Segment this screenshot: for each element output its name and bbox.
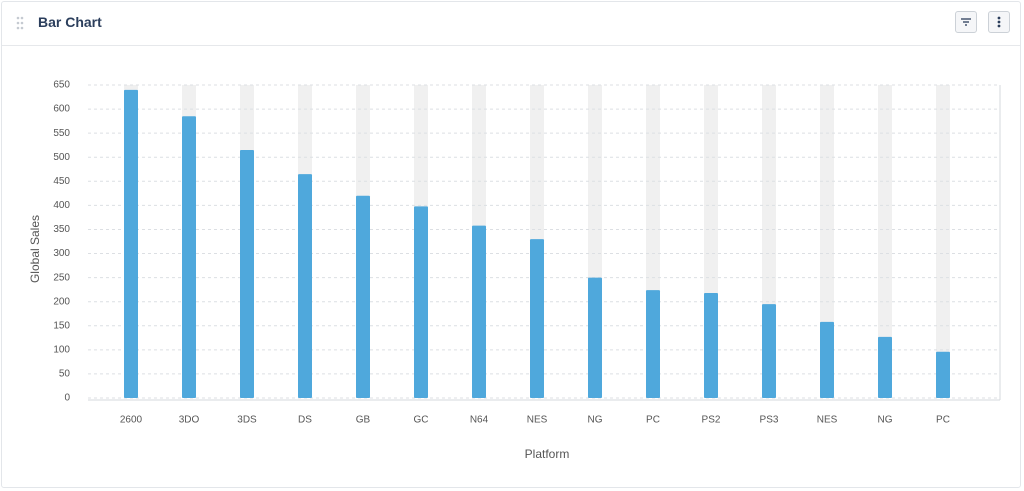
y-tick-label: 200 bbox=[53, 296, 70, 307]
x-tick-label: PS2 bbox=[702, 415, 721, 426]
y-tick-label: 250 bbox=[53, 272, 70, 283]
bar bbox=[820, 321, 834, 398]
x-tick-label: NG bbox=[878, 415, 893, 426]
y-tick-label: 450 bbox=[53, 176, 70, 187]
y-tick-label: 100 bbox=[53, 344, 70, 355]
y-tick-label: 50 bbox=[59, 369, 71, 380]
y-tick-label: 650 bbox=[53, 80, 70, 91]
bar bbox=[414, 206, 428, 398]
y-tick-label: 500 bbox=[53, 152, 70, 163]
y-tick-label: 350 bbox=[53, 224, 70, 235]
x-tick-label: 3DS bbox=[237, 415, 257, 426]
bar bbox=[182, 116, 196, 399]
y-tick-label: 600 bbox=[53, 104, 70, 115]
bar bbox=[936, 351, 950, 398]
x-tick-label: NG bbox=[588, 415, 603, 426]
y-tick-label: 400 bbox=[53, 200, 70, 211]
bar bbox=[704, 293, 718, 398]
bar bbox=[124, 89, 138, 399]
bar-track bbox=[936, 85, 950, 398]
bar bbox=[472, 225, 486, 398]
widget-title: Bar Chart bbox=[38, 14, 102, 30]
y-axis-label: Global Sales bbox=[28, 215, 42, 283]
x-tick-label: GC bbox=[414, 415, 429, 426]
bar bbox=[646, 290, 660, 398]
bar-track bbox=[820, 85, 834, 398]
bar bbox=[240, 150, 254, 398]
drag-handle[interactable] bbox=[16, 16, 24, 30]
x-tick-label: GB bbox=[356, 415, 371, 426]
bar-track bbox=[878, 85, 892, 398]
x-tick-label: PC bbox=[646, 415, 660, 426]
bar bbox=[530, 239, 544, 398]
bar bbox=[762, 304, 776, 398]
x-tick-label: 2600 bbox=[120, 415, 143, 426]
x-tick-label: N64 bbox=[470, 415, 489, 426]
x-axis-label: Platform bbox=[525, 447, 570, 461]
x-tick-label: DS bbox=[298, 415, 312, 426]
bar bbox=[588, 277, 602, 398]
x-tick-label: NES bbox=[817, 415, 838, 426]
y-tick-label: 0 bbox=[64, 393, 70, 404]
widget-header: Bar Chart bbox=[2, 2, 1020, 46]
bar bbox=[356, 195, 370, 398]
y-tick-label: 300 bbox=[53, 248, 70, 259]
x-tick-label: PC bbox=[936, 415, 950, 426]
more-button[interactable] bbox=[988, 11, 1010, 33]
y-tick-label: 550 bbox=[53, 128, 70, 139]
bar bbox=[298, 174, 312, 398]
y-tick-label: 150 bbox=[53, 320, 70, 331]
x-tick-label: PS3 bbox=[760, 415, 779, 426]
x-tick-label: 3DO bbox=[179, 415, 200, 426]
bar bbox=[878, 336, 892, 398]
x-tick-label: NES bbox=[527, 415, 548, 426]
filter-button[interactable] bbox=[955, 11, 977, 33]
